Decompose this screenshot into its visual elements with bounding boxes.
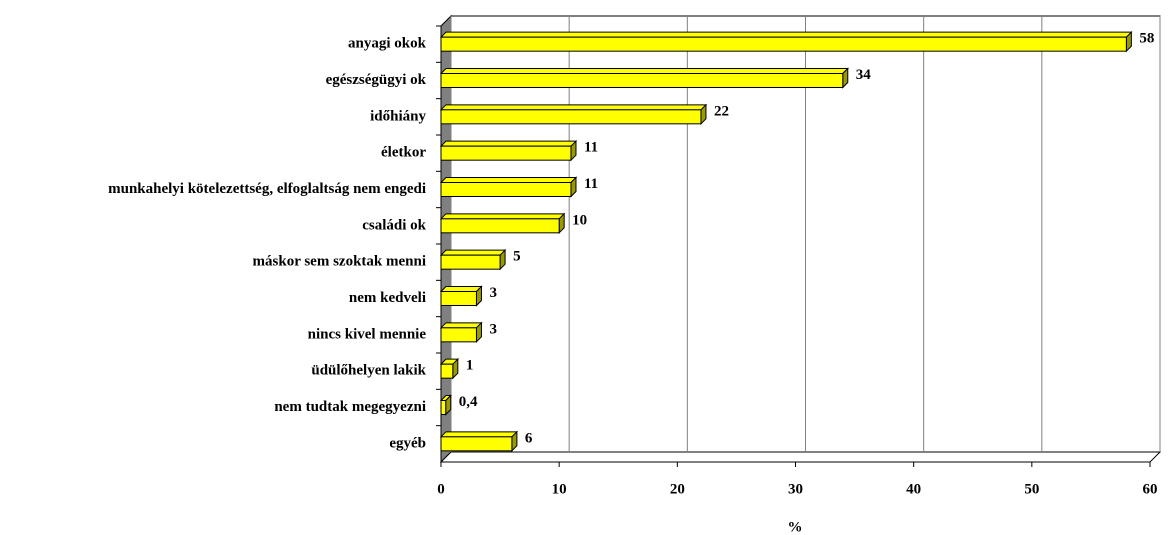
bar-face <box>439 431 519 438</box>
x-tick-label: 50 <box>1024 481 1039 497</box>
data-label: 10 <box>572 212 587 228</box>
y-tick-label: egészségügyi ok <box>326 72 427 88</box>
bar-face <box>440 327 477 343</box>
bar <box>439 139 578 162</box>
bar <box>439 212 566 235</box>
bar <box>439 285 483 307</box>
bar <box>439 67 849 89</box>
bar-face <box>439 68 849 74</box>
x-tick-label: 40 <box>906 481 921 497</box>
bar-face <box>439 286 483 292</box>
x-tick-label: 20 <box>670 481 685 497</box>
y-tick-label: máskor sem szoktak menni <box>253 254 426 270</box>
bar-face <box>440 73 844 88</box>
data-label: 0,4 <box>459 394 478 410</box>
bar <box>439 30 1133 53</box>
y-tick-label: nincs kivel mennie <box>308 326 427 342</box>
data-label: 5 <box>513 249 521 265</box>
bar-face <box>440 436 513 452</box>
data-label: 11 <box>584 140 598 156</box>
x-tick-label: 30 <box>788 481 803 497</box>
y-tick-label: családi ok <box>362 217 426 233</box>
bar-face <box>439 140 578 147</box>
data-label: 34 <box>856 67 872 83</box>
bar-face <box>439 177 578 183</box>
bar-face <box>439 249 507 256</box>
bar-face <box>439 213 566 220</box>
data-label: 6 <box>525 430 533 446</box>
bar-face <box>440 218 560 234</box>
bar <box>439 394 452 416</box>
bar <box>439 176 578 198</box>
bar-face <box>439 104 708 111</box>
data-label: 58 <box>1139 31 1154 47</box>
bar-face <box>440 363 454 379</box>
bar-face <box>440 182 572 197</box>
bar-face <box>439 31 1133 38</box>
bar-face <box>440 400 447 415</box>
bar <box>439 357 460 380</box>
data-label: 1 <box>466 358 474 374</box>
y-tick-label: időhiány <box>370 108 426 124</box>
bar-face <box>439 322 483 329</box>
data-label: 11 <box>584 176 598 192</box>
y-tick-label: munkahelyi kötelezettség, elfoglaltság n… <box>108 181 426 197</box>
floor <box>439 451 1162 463</box>
bar <box>439 430 519 453</box>
y-tick-label: életkor <box>381 145 426 161</box>
data-label: 22 <box>714 103 729 119</box>
bar-face <box>440 291 477 306</box>
x-tick-label: 10 <box>552 481 567 497</box>
bar-face <box>440 109 702 125</box>
x-tick-label: 0 <box>437 481 445 497</box>
data-label: 3 <box>489 321 497 337</box>
y-tick-label: nem kedveli <box>349 290 426 306</box>
bar-face <box>440 36 1127 52</box>
bar <box>439 321 483 344</box>
y-tick-label: üdülőhelyen lakik <box>311 363 426 379</box>
y-tick-label: nem tudtak megegyezni <box>274 399 426 415</box>
x-tick-label: 60 <box>1143 481 1158 497</box>
y-tick-label: anyagi okok <box>348 36 427 52</box>
y-tick-label: egyéb <box>389 435 426 451</box>
bar <box>439 248 507 271</box>
x-axis-label: % <box>788 519 803 535</box>
data-label: 3 <box>489 285 497 301</box>
bar-face <box>440 145 572 161</box>
bar <box>439 103 708 126</box>
bar-face <box>440 254 501 270</box>
